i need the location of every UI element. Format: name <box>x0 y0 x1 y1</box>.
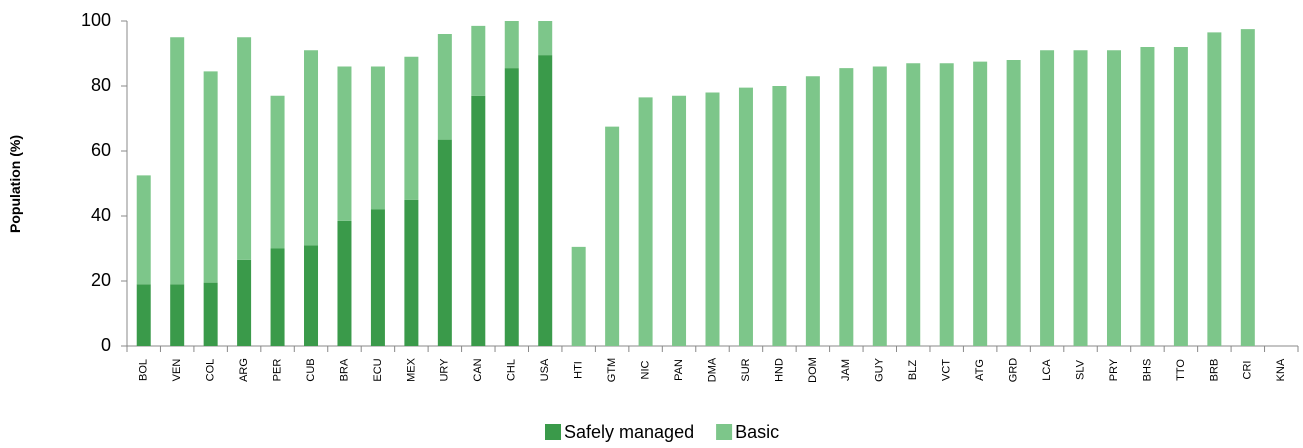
y-tick-label: 20 <box>91 270 111 290</box>
bar-segment <box>471 95 486 346</box>
bar-segment <box>471 25 486 96</box>
bar-segment <box>1006 60 1021 346</box>
x-tick-label: USA <box>539 358 551 381</box>
bar-segment <box>136 175 151 285</box>
x-tick-label: VEN <box>171 359 183 382</box>
x-tick-label: CAN <box>472 358 484 381</box>
x-tick-label: SUR <box>740 358 752 381</box>
x-tick-label: TTO <box>1175 359 1187 381</box>
bar-segment <box>538 21 553 56</box>
bar-segment <box>337 66 352 221</box>
y-axis-title: Population (%) <box>7 135 23 233</box>
x-tick-label: DMA <box>706 357 718 382</box>
bar-segment <box>304 50 319 246</box>
bar-segment <box>571 246 586 346</box>
bar-segment <box>170 284 185 346</box>
bar-segment <box>203 71 218 283</box>
x-tick-label: BRA <box>338 358 350 381</box>
y-tick-label: 80 <box>91 75 111 95</box>
bar-segment <box>270 95 285 249</box>
x-tick-label: BOL <box>138 359 150 381</box>
x-tick-label: HTI <box>573 361 585 379</box>
bar-segment <box>605 126 620 346</box>
bar-segment <box>772 86 787 346</box>
bar-segment <box>839 68 854 346</box>
y-tick-label: 40 <box>91 205 111 225</box>
bar-segment <box>136 284 151 346</box>
x-tick-label: PRY <box>1108 358 1120 381</box>
x-tick-label: GUY <box>874 357 886 382</box>
x-tick-label: URY <box>439 358 451 382</box>
bar-segment <box>437 139 452 346</box>
bar-segment <box>1073 50 1088 346</box>
bar-segment <box>504 68 519 346</box>
bar-segment <box>404 56 419 200</box>
x-tick-label: HND <box>773 358 785 382</box>
legend-swatch <box>545 424 561 440</box>
legend-swatch <box>716 424 733 440</box>
bar-segment <box>973 61 988 346</box>
bar-segment <box>939 63 954 346</box>
bar-segment <box>1173 47 1188 346</box>
x-tick-label: GTM <box>606 358 618 382</box>
x-tick-label: CHL <box>506 359 518 381</box>
bar-segment <box>1040 50 1055 346</box>
bar-segment <box>672 95 687 346</box>
x-tick-label: BRB <box>1208 359 1220 382</box>
bar-segment <box>404 199 419 346</box>
bar-segment <box>805 76 820 346</box>
bar-segment <box>337 220 352 346</box>
bar-segment <box>1106 50 1121 346</box>
bar-segment <box>906 63 921 346</box>
bar-segment <box>170 37 185 285</box>
x-tick-label: COL <box>205 359 217 382</box>
y-tick-label: 100 <box>81 10 111 30</box>
x-tick-label: DOM <box>807 357 819 383</box>
x-tick-label: VCT <box>941 359 953 381</box>
x-tick-label: CRI <box>1242 361 1254 380</box>
bar-segment <box>1207 32 1222 346</box>
bar-segment <box>1140 47 1155 346</box>
x-tick-label: PER <box>271 359 283 382</box>
x-tick-label: MEX <box>405 357 417 382</box>
bar-segment <box>638 97 653 346</box>
bar-segment <box>270 248 285 346</box>
x-tick-label: KNA <box>1275 358 1287 381</box>
bar-segment <box>203 282 218 346</box>
x-tick-label: CUB <box>305 358 317 381</box>
x-tick-label: SLV <box>1074 359 1086 380</box>
bar-segment <box>504 21 519 69</box>
x-tick-label: ARG <box>238 358 250 382</box>
bar-segment <box>370 66 385 210</box>
x-tick-label: BLZ <box>907 360 919 380</box>
bar-segment <box>237 37 252 260</box>
bar-segment <box>872 66 887 346</box>
y-tick-label: 0 <box>101 335 111 355</box>
bar-segment <box>1240 29 1255 346</box>
legend-label: Basic <box>735 422 779 442</box>
bar-segment <box>370 209 385 346</box>
x-tick-label: ATG <box>974 359 986 381</box>
x-tick-label: LCA <box>1041 359 1053 381</box>
y-tick-label: 60 <box>91 140 111 160</box>
x-tick-label: GRD <box>1008 358 1020 383</box>
bar-segment <box>738 87 753 346</box>
legend-label: Safely managed <box>564 422 694 442</box>
bar-segment <box>705 92 720 346</box>
x-tick-label: ECU <box>372 358 384 381</box>
x-tick-label: BHS <box>1141 359 1153 382</box>
bar-segment <box>538 55 553 346</box>
x-tick-label: PAN <box>673 359 685 381</box>
bar-segment <box>304 245 319 346</box>
x-tick-label: NIC <box>639 360 651 379</box>
bar-segment <box>437 34 452 140</box>
x-tick-label: JAM <box>840 359 852 381</box>
bar-segment <box>237 259 252 346</box>
